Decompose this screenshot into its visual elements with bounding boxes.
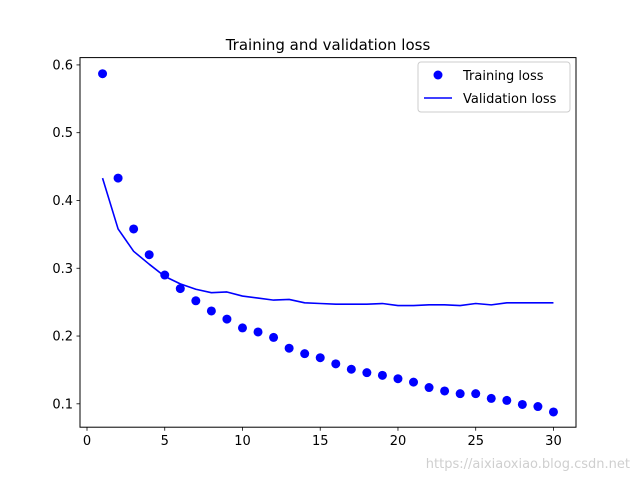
x-axis-ticks: 0 5 10 15 20 25 30 <box>83 427 562 449</box>
training-loss-point <box>486 393 496 403</box>
series-layer <box>98 69 558 417</box>
training-loss-point <box>331 359 341 369</box>
x-tick-label: 20 <box>390 434 407 449</box>
x-tick-label: 5 <box>161 434 169 449</box>
chart-title: Training and validation loss <box>225 36 431 54</box>
training-loss-point <box>533 402 543 412</box>
y-tick-label: 0.4 <box>52 194 73 209</box>
y-axis-ticks: 0.1 0.2 0.3 0.4 0.5 0.6 <box>52 58 80 412</box>
training-loss-point <box>315 353 325 363</box>
training-loss-point <box>393 374 403 384</box>
x-tick-label: 0 <box>83 434 91 449</box>
legend: Training loss Validation loss <box>417 61 571 113</box>
training-loss-point <box>362 368 372 378</box>
training-loss-point <box>471 389 481 399</box>
legend-box <box>417 61 571 113</box>
training-loss-point <box>206 306 216 316</box>
watermark: https://aixiaoxiao.blog.csdn.net <box>426 457 630 472</box>
y-tick-label: 0.1 <box>52 397 73 412</box>
x-tick-label: 25 <box>467 434 484 449</box>
legend-training-marker <box>433 70 443 80</box>
training-loss-point <box>409 377 419 387</box>
training-loss-point <box>502 395 512 405</box>
training-loss-point <box>144 250 154 260</box>
training-loss-point <box>548 407 558 417</box>
training-loss-point <box>346 364 356 374</box>
training-loss-point <box>113 173 123 183</box>
training-loss-point <box>440 386 450 396</box>
training-loss-point <box>269 332 279 342</box>
training-loss-point <box>424 383 434 393</box>
training-loss-point <box>377 370 387 380</box>
x-tick-label: 10 <box>234 434 251 449</box>
axes-frame <box>79 57 577 428</box>
training-loss-point <box>175 284 185 294</box>
x-tick-label: 30 <box>545 434 562 449</box>
y-tick-label: 0.5 <box>52 126 73 141</box>
plot-area <box>80 57 576 428</box>
y-tick-label: 0.2 <box>52 330 73 345</box>
y-tick-label: 0.3 <box>52 262 73 277</box>
training-loss-point <box>129 224 139 234</box>
training-loss-point <box>191 296 201 306</box>
training-loss-point <box>237 323 247 333</box>
training-loss-point <box>222 314 232 324</box>
training-loss-point <box>455 389 465 399</box>
y-tick-label: 0.6 <box>52 58 73 73</box>
training-loss-point <box>517 399 527 409</box>
training-loss-point <box>300 349 310 359</box>
legend-validation-label: Validation loss <box>463 92 557 107</box>
training-loss-point <box>284 343 294 353</box>
training-loss-point <box>98 69 108 79</box>
legend-training-label: Training loss <box>462 69 544 84</box>
x-tick-label: 15 <box>312 434 329 449</box>
validation-loss-line <box>101 177 554 307</box>
training-loss-point <box>253 327 263 337</box>
